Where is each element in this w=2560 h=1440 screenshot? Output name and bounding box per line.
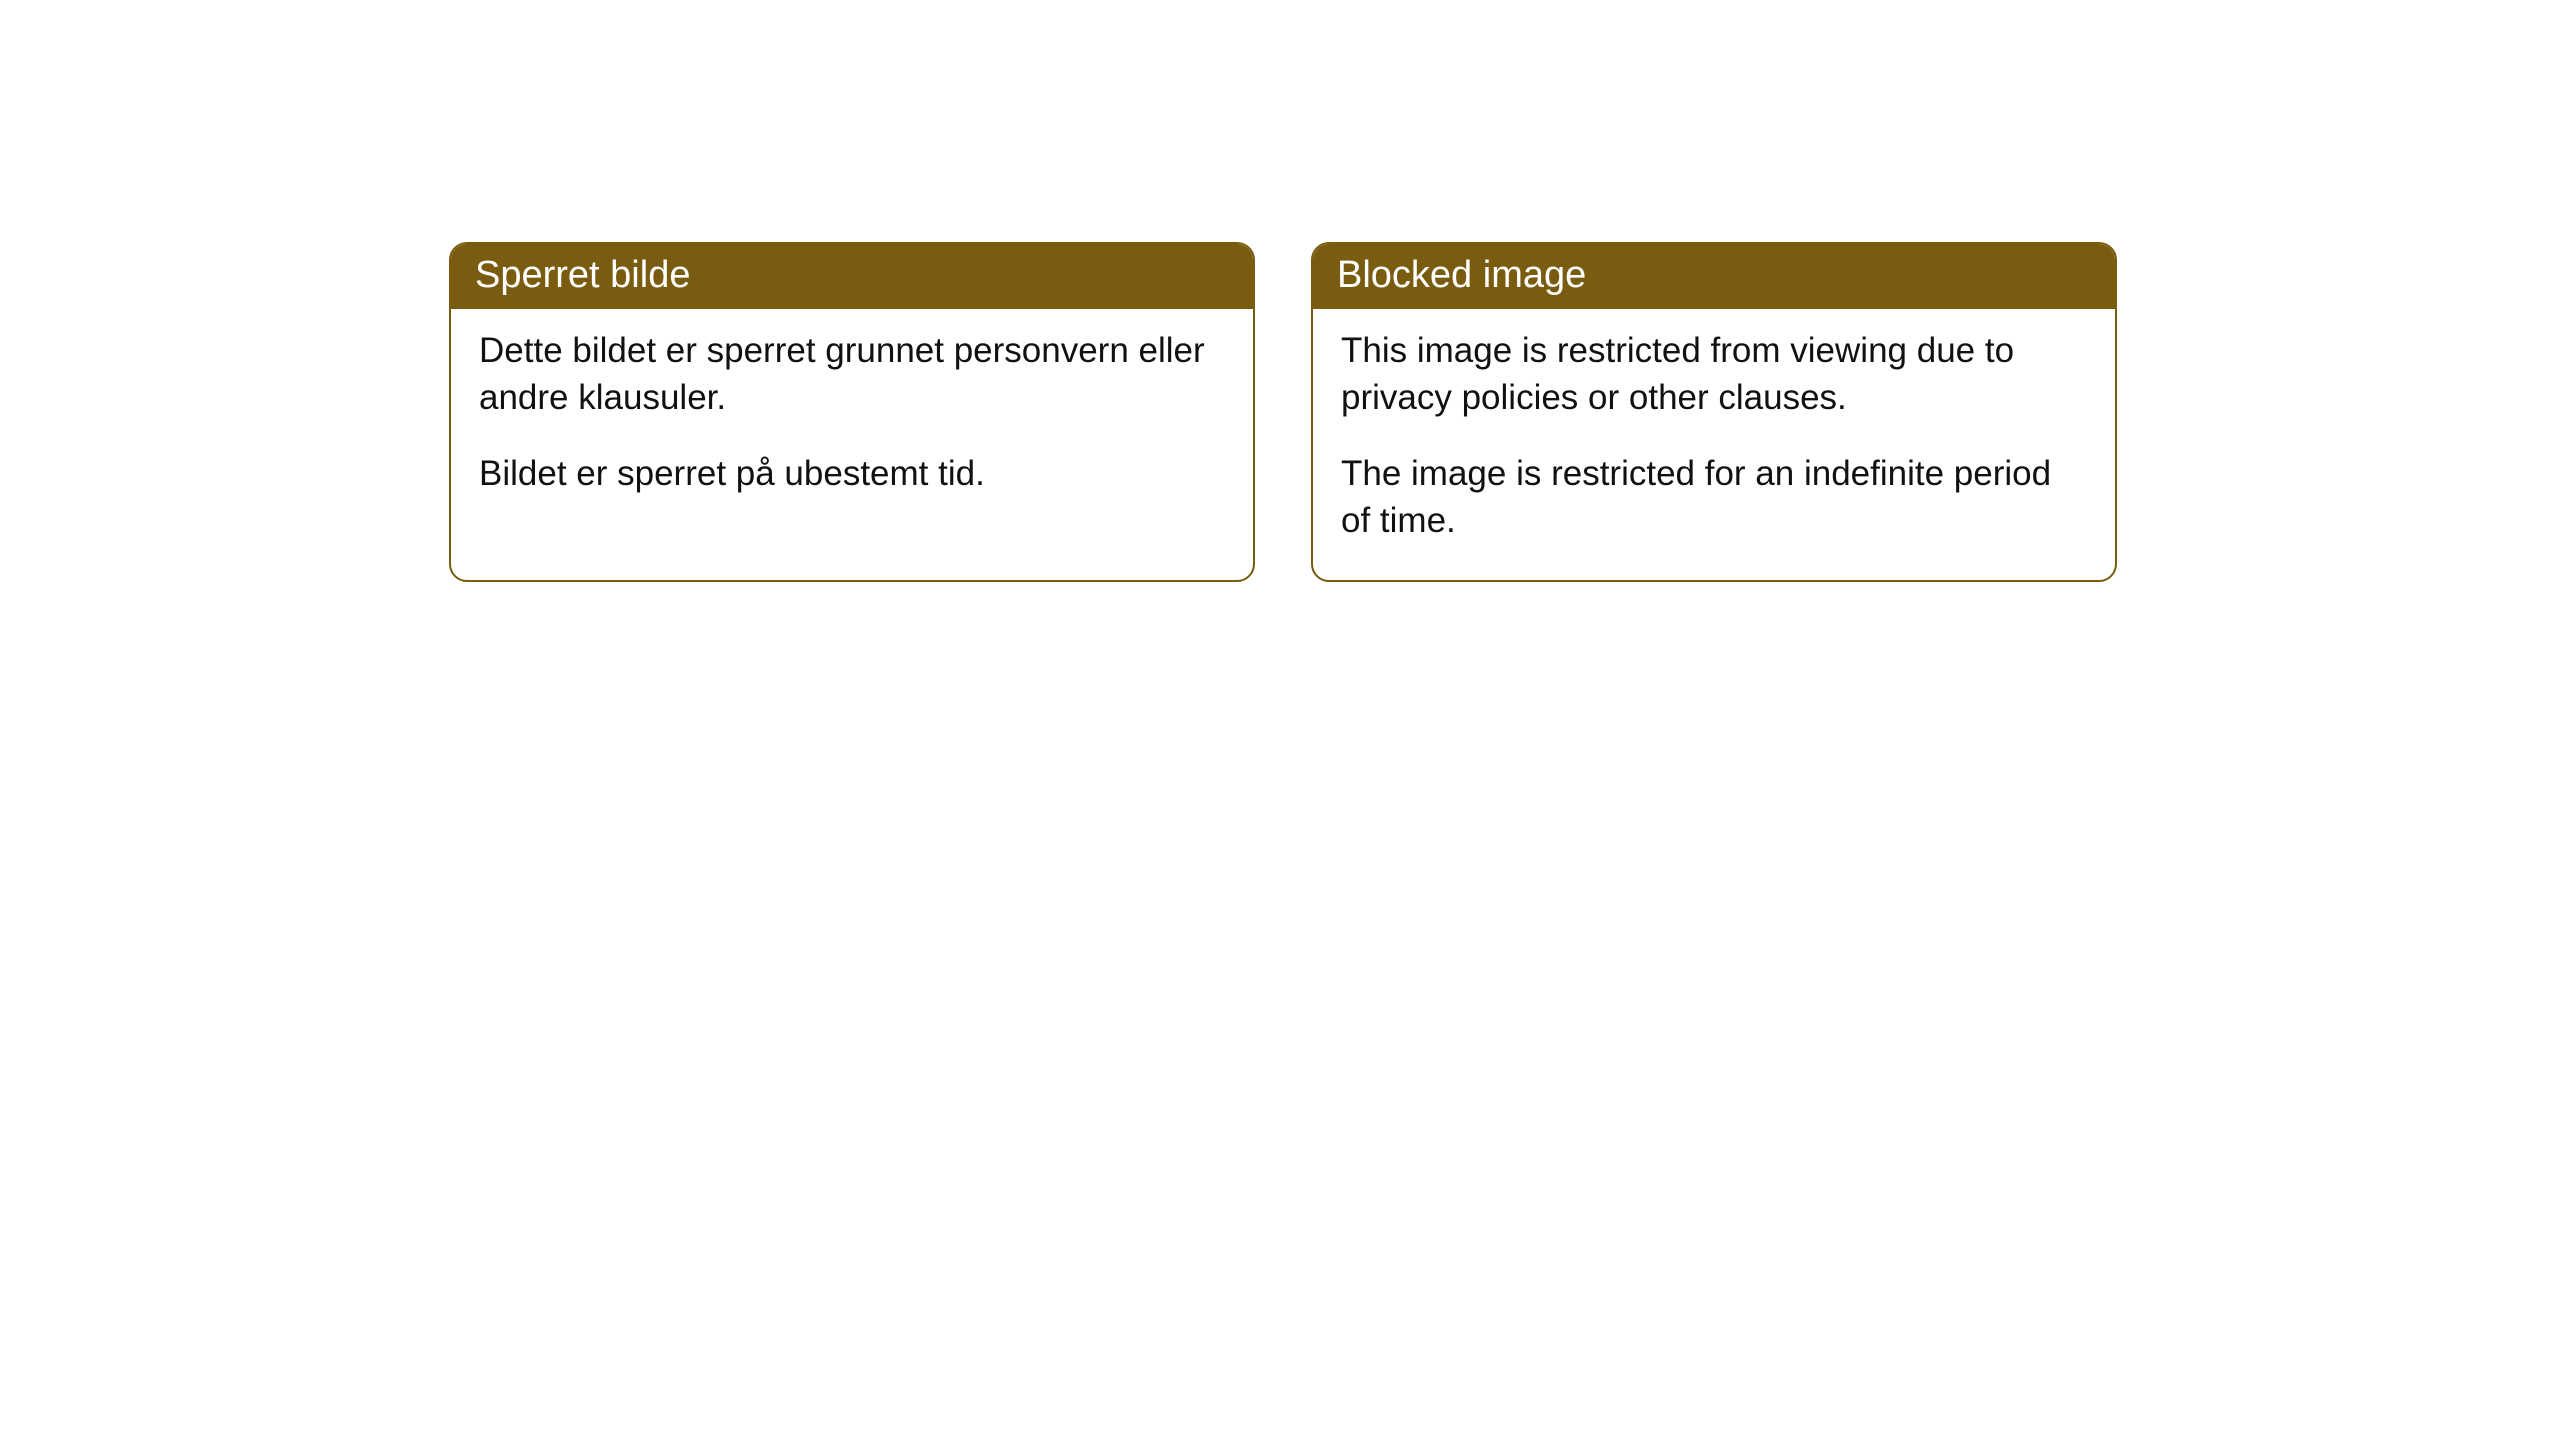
blocked-image-card-en: Blocked image This image is restricted f… — [1311, 242, 2117, 582]
card-paragraph-1-no: Dette bildet er sperret grunnet personve… — [479, 327, 1225, 422]
card-body-en: This image is restricted from viewing du… — [1313, 309, 2115, 580]
card-body-no: Dette bildet er sperret grunnet personve… — [451, 309, 1253, 533]
notice-cards-container: Sperret bilde Dette bildet er sperret gr… — [0, 0, 2560, 582]
card-paragraph-2-en: The image is restricted for an indefinit… — [1341, 450, 2087, 545]
card-paragraph-2-no: Bildet er sperret på ubestemt tid. — [479, 450, 1225, 497]
card-paragraph-1-en: This image is restricted from viewing du… — [1341, 327, 2087, 422]
card-title-en: Blocked image — [1313, 244, 2115, 309]
card-title-no: Sperret bilde — [451, 244, 1253, 309]
blocked-image-card-no: Sperret bilde Dette bildet er sperret gr… — [449, 242, 1255, 582]
